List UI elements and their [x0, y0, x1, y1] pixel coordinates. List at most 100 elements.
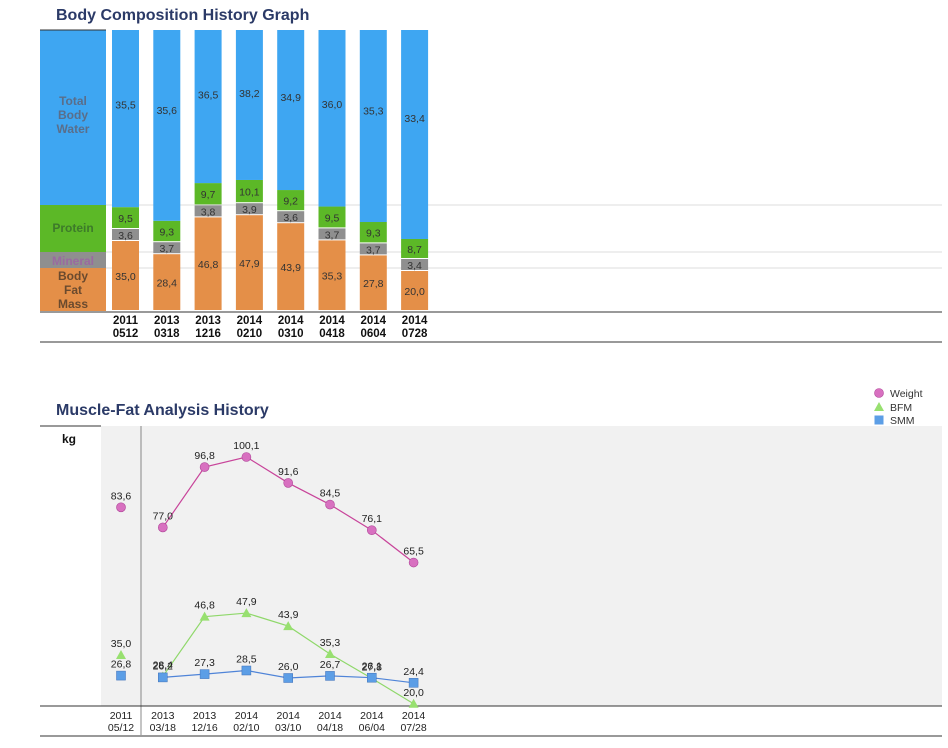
- bar-mineral: [153, 242, 181, 254]
- x-tick-label: 2014: [237, 315, 263, 327]
- x-tick-label: 2014: [278, 315, 304, 327]
- bar-mineral: [235, 203, 263, 215]
- point-weight: [158, 522, 168, 533]
- point-bfm: [283, 621, 294, 631]
- bar-protein: [112, 207, 139, 228]
- bar-value-label: 3,4: [407, 260, 422, 272]
- data-label-weight: 65,5: [403, 546, 424, 558]
- point-weight: [199, 462, 210, 472]
- point-bfm: [199, 611, 210, 621]
- bar-protein: [359, 222, 387, 243]
- bar-mineral: [194, 205, 222, 217]
- x-tick-label: 0210: [237, 328, 263, 340]
- bar-value-label: 9,3: [366, 228, 381, 240]
- point-smm: [158, 672, 168, 683]
- bar-value-label: 8,7: [407, 244, 422, 256]
- legend-mineral-swatch: [40, 252, 106, 268]
- bar-value-label: 3,7: [366, 244, 381, 256]
- bar-fat: [318, 240, 346, 310]
- bar-value-label: 3,6: [283, 212, 298, 224]
- bar-value-label: 9,3: [159, 227, 174, 239]
- bar-value-label: 3,6: [118, 230, 133, 242]
- legend-water-swatch: [40, 30, 106, 205]
- composition-chart-title: Body Composition History Graph: [56, 7, 310, 24]
- legend-smm-icon: [874, 415, 884, 425]
- bar-protein: [318, 206, 346, 228]
- x-tick-label: 02/10: [233, 722, 259, 734]
- x-tick-label: 07/28: [400, 722, 426, 734]
- data-label-weight: 83,6: [111, 490, 132, 502]
- data-label-smm: 26,0: [278, 661, 299, 673]
- plot-area: [101, 426, 942, 706]
- x-tick-label: 0604: [361, 328, 387, 340]
- data-label-weight: 76,1: [362, 513, 383, 525]
- muscle-fat-chart: kg 83,6 77,0 96,8 100,1 91,6 84,5 76,1 65,5 35,0 2…: [40, 388, 942, 737]
- bar-value-label: 47,9: [239, 258, 260, 270]
- data-label-smm: 26,2: [153, 660, 174, 672]
- point-smm: [283, 673, 293, 683]
- point-weight: [325, 499, 335, 510]
- legend-label-weight: Weight: [890, 388, 923, 400]
- bar-value-label: 36,0: [322, 99, 343, 111]
- x-tick-label: 2014: [402, 315, 428, 327]
- bar-water: [153, 30, 181, 221]
- x-tick-label: 03/18: [150, 722, 176, 734]
- data-label-weight: 84,5: [320, 488, 341, 500]
- point-weight: [241, 452, 252, 462]
- point-smm: [325, 671, 335, 681]
- point-smm: [116, 670, 126, 681]
- legend-protein-swatch: [40, 205, 106, 252]
- bar-value-label: 9,7: [201, 189, 216, 201]
- bar-mineral: [401, 259, 429, 270]
- x-tick-label: 0418: [319, 328, 345, 340]
- bar-value-label: 3,7: [325, 229, 340, 241]
- x-tick-label: 12/16: [191, 722, 217, 734]
- legend-fat-label: Body Fat Mass: [58, 269, 88, 311]
- x-tick-label: 2014: [318, 710, 342, 722]
- bar-value-label: 9,5: [118, 213, 133, 225]
- bar-value-label: 3,9: [242, 204, 257, 216]
- bar-value-label: 28,4: [157, 278, 178, 290]
- x-tick-label: 0728: [402, 328, 428, 340]
- bar-value-label: 36,5: [198, 89, 219, 101]
- bar-protein: [153, 220, 181, 242]
- bar-protein: [235, 179, 263, 203]
- bar-value-label: 46,8: [198, 259, 219, 271]
- bar-fat: [359, 255, 387, 310]
- bar-value-label: 34,9: [280, 92, 301, 104]
- bar-value-label: 9,5: [325, 212, 340, 224]
- x-tick-label: 2013: [154, 315, 180, 327]
- x-tick-label: 2011: [110, 710, 133, 722]
- bar-fat: [153, 254, 181, 310]
- x-tick-label: 0318: [154, 328, 180, 340]
- legend-label-bfm: BFM: [890, 402, 912, 414]
- data-label-smm: 27,3: [194, 657, 215, 669]
- point-bfm: [241, 608, 252, 618]
- bar-value-label: 33,4: [404, 113, 425, 125]
- data-label-smm: 26,1: [362, 661, 383, 673]
- y-unit-label: kg: [62, 432, 76, 446]
- data-label-weight: 96,8: [194, 450, 215, 462]
- point-smm: [241, 665, 252, 676]
- point-bfm: [325, 649, 335, 659]
- bar-value-label: 35,3: [322, 271, 343, 283]
- x-tick-label: 2014: [402, 710, 426, 722]
- bar-water: [194, 30, 222, 184]
- data-label-bfm: 35,3: [320, 637, 341, 649]
- bar-value-label: 38,2: [239, 88, 260, 100]
- x-tick-label: 2013: [151, 710, 175, 722]
- bar-value-label: 35,5: [115, 99, 136, 111]
- point-smm: [367, 672, 377, 683]
- bar-value-label: 20,0: [404, 286, 425, 298]
- x-tick-label: 05/12: [108, 722, 134, 734]
- point-weight: [116, 502, 126, 513]
- point-bfm: [408, 698, 419, 708]
- x-tick-label: 06/04: [359, 722, 385, 734]
- data-label-smm: 24,4: [403, 666, 424, 678]
- bar-water: [359, 30, 387, 223]
- point-weight: [408, 557, 419, 568]
- muscle-fat-chart-title: Muscle-Fat Analysis History: [56, 402, 269, 419]
- bar-value-label: 10,1: [239, 187, 260, 199]
